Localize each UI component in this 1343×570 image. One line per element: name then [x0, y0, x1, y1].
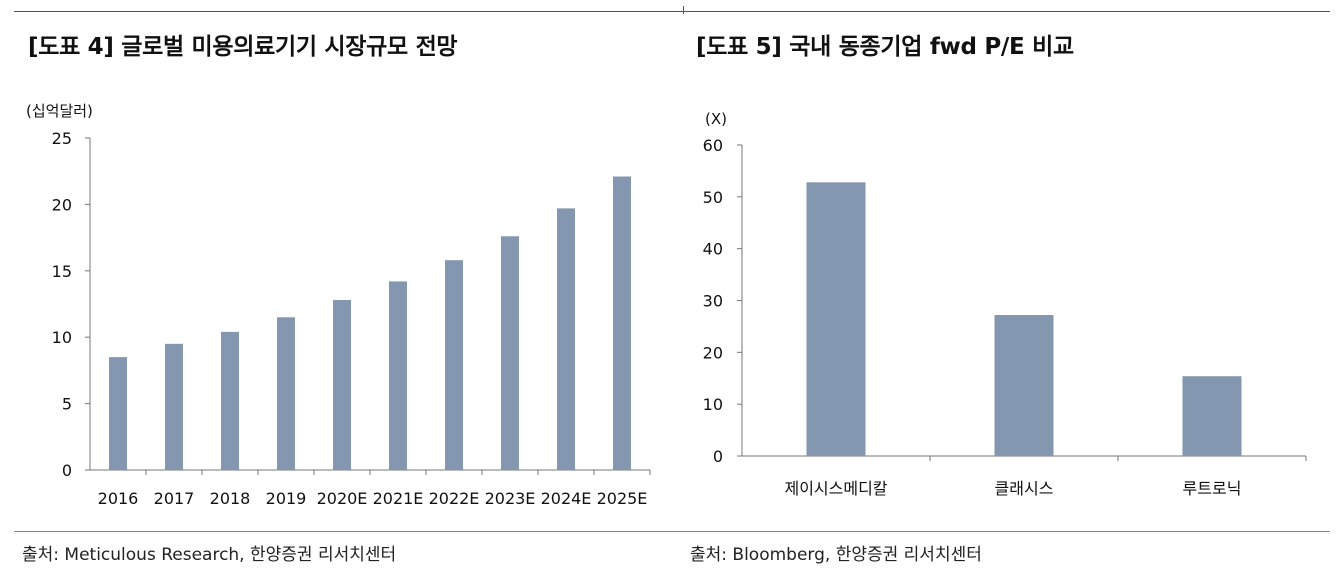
right-y-tick-label: 50	[703, 188, 723, 207]
right-bar	[994, 315, 1054, 456]
left-bar	[445, 260, 463, 470]
right-bar	[1182, 376, 1242, 456]
left-category-label: 2020E	[317, 489, 368, 508]
right-category-label: 제이시스메디칼	[784, 479, 887, 498]
left-bar	[501, 236, 519, 470]
right-category-label: 루트로닉	[1183, 479, 1242, 498]
left-y-tick-label: 25	[52, 129, 72, 148]
right-category-label: 클래시스	[995, 479, 1054, 498]
left-bar	[333, 300, 351, 470]
left-category-label: 2019	[266, 489, 307, 508]
left-category-label: 2022E	[429, 489, 480, 508]
left-category-label: 2021E	[373, 489, 424, 508]
left-category-label: 2016	[98, 489, 139, 508]
left-y-tick-label: 5	[62, 395, 72, 414]
left-bar	[613, 176, 631, 470]
source-note-right: 출처: Bloomberg, 한양증권 리서치센터	[690, 545, 982, 565]
pe-comparison-bar-chart: (X) 0 10 20 30 40 50 60 제이시스메디칼 클래시스 루트로닉	[703, 110, 1307, 498]
left-bar	[165, 343, 183, 470]
left-category-label: 2023E	[485, 489, 536, 508]
left-bar	[277, 317, 295, 470]
left-y-tick-label: 10	[52, 328, 72, 347]
right-y-tick-label: 10	[703, 395, 723, 414]
right-y-tick-label: 20	[703, 343, 723, 362]
left-bar	[221, 331, 239, 470]
source-note-left: 출처: Meticulous Research, 한양증권 리서치센터	[22, 545, 397, 565]
bottom-rule	[14, 531, 1330, 532]
top-rule-tick	[683, 6, 684, 14]
left-category-label: 2024E	[541, 489, 592, 508]
left-bar	[109, 357, 127, 470]
right-unit-label: (X)	[705, 110, 727, 128]
left-category-label: 2017	[154, 489, 195, 508]
top-rule	[14, 11, 1330, 12]
left-y-tick-label: 0	[62, 461, 72, 480]
right-bar	[806, 182, 866, 456]
left-category-label: 2018	[210, 489, 251, 508]
right-y-tick-label: 0	[713, 447, 723, 466]
left-y-tick-label: 15	[52, 262, 72, 281]
right-y-tick-label: 30	[703, 292, 723, 311]
left-y-tick-label: 20	[52, 195, 72, 214]
chart-title-left: [도표 4] 글로벌 미용의료기기 시장규모 전망	[28, 34, 458, 60]
left-bar	[389, 281, 407, 470]
left-unit-label: (십억달러)	[26, 102, 93, 120]
market-size-bar-chart: (십억달러) 0 5 10 15 20 25 2016 2017 2018 2019 2020E 202…	[26, 102, 651, 508]
left-bar	[557, 208, 575, 470]
right-y-tick-label: 60	[703, 136, 723, 155]
left-category-label: 2025E	[597, 489, 648, 508]
right-y-tick-label: 40	[703, 240, 723, 259]
chart-title-right: [도표 5] 국내 동종기업 fwd P/E 비교	[696, 34, 1074, 60]
